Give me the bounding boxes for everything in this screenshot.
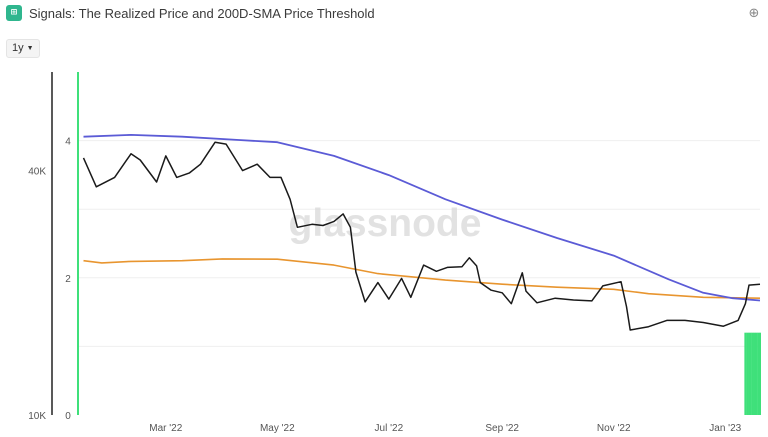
- signals-grid-icon: ⊞: [6, 5, 22, 21]
- watermark: glassnode: [289, 202, 482, 245]
- signal-bar: [755, 332, 758, 415]
- signal-bar: [753, 332, 756, 415]
- x-axis-tick-label: May '22: [260, 423, 295, 434]
- caret-down-icon: ▼: [26, 45, 34, 52]
- signal-bar: [751, 332, 754, 415]
- chart-header: ⊞ Signals: The Realized Price and 200D-S…: [0, 0, 768, 30]
- series-lines: [82, 134, 761, 331]
- right-axis-tick-label: 2: [65, 274, 71, 285]
- x-axis-tick-label: Mar '22: [149, 423, 182, 434]
- left-axis-tick-label: 10K: [28, 411, 46, 422]
- signal-bar: [746, 332, 749, 415]
- signal-bar: [744, 332, 747, 415]
- realized-line: [83, 258, 761, 299]
- signal-bar: [757, 332, 760, 415]
- signal-bar: [748, 332, 751, 415]
- signal-bar: [749, 332, 752, 415]
- chart-title: Signals: The Realized Price and 200D-SMA…: [29, 6, 375, 21]
- signal-bar: [759, 332, 761, 415]
- price-line: [82, 141, 761, 331]
- range-selector-value: 1y: [12, 42, 24, 54]
- signal-bars: [77, 72, 761, 415]
- right-axis-tick-label: 4: [65, 137, 71, 148]
- zoom-in-icon[interactable]: ⊕: [748, 5, 760, 20]
- sma200-line: [83, 134, 761, 302]
- x-axis-tick-label: Jan '23: [709, 423, 741, 434]
- left-axis-tick-label: 40K: [28, 167, 46, 178]
- x-axis-tick-label: Jul '22: [375, 423, 404, 434]
- axes: 10K 40K 0 2 4 Mar '22 May '22 Jul '22 Sep '22 Nov…: [28, 72, 742, 434]
- x-axis-tick-label: Nov '22: [597, 423, 631, 434]
- right-axis-tick-label: 0: [65, 411, 71, 422]
- signal-bar: [77, 72, 79, 415]
- x-axis-tick-label: Sep '22: [485, 423, 519, 434]
- range-selector[interactable]: 1y ▼: [6, 39, 40, 58]
